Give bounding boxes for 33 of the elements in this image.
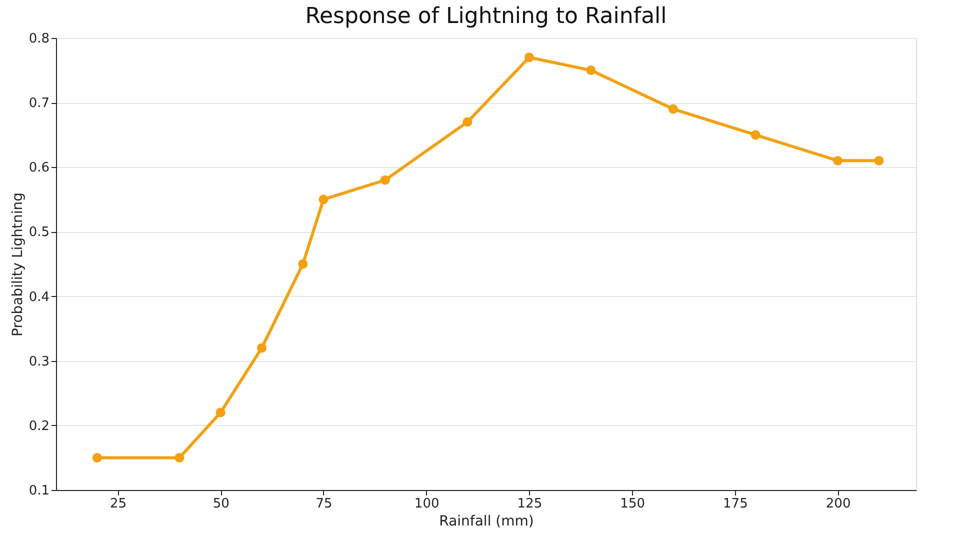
point bbox=[298, 259, 308, 269]
y-tick-label: 0.5 bbox=[28, 225, 50, 240]
chart-title: Response of Lightning to Rainfall bbox=[305, 4, 667, 29]
y-tick-label: 0.6 bbox=[28, 160, 50, 176]
point bbox=[380, 175, 390, 185]
x-tick-label: 25 bbox=[110, 496, 126, 512]
x-tick-label: 200 bbox=[826, 496, 851, 512]
x-tick-label: 75 bbox=[316, 496, 332, 512]
y-tick-label: 0.8 bbox=[28, 32, 50, 46]
point bbox=[524, 52, 534, 62]
x-tick-label: 125 bbox=[517, 496, 542, 512]
point bbox=[174, 452, 184, 462]
point bbox=[750, 130, 760, 140]
y-tick-label: 0.2 bbox=[28, 418, 50, 434]
x-axis-title: Rainfall (mm) bbox=[439, 514, 534, 530]
point bbox=[318, 194, 328, 204]
x-tick-label: 175 bbox=[723, 496, 748, 512]
y-tick-label: 0.3 bbox=[28, 354, 50, 370]
point bbox=[216, 408, 226, 418]
point bbox=[92, 452, 102, 462]
point bbox=[257, 343, 266, 353]
y-tick-label: 0.1 bbox=[28, 484, 50, 498]
y-tick-label: 0.7 bbox=[28, 96, 50, 112]
y-tick-label: 0.4 bbox=[28, 290, 50, 305]
x-tick-label: 100 bbox=[414, 496, 440, 512]
point bbox=[586, 66, 596, 76]
point bbox=[668, 104, 678, 114]
point bbox=[874, 156, 884, 166]
point bbox=[833, 156, 843, 166]
x-tick-label: 50 bbox=[212, 496, 230, 512]
y-axis-title: Probability Lightning bbox=[10, 192, 26, 336]
x-tick-label: 150 bbox=[620, 496, 645, 512]
point bbox=[462, 117, 472, 127]
